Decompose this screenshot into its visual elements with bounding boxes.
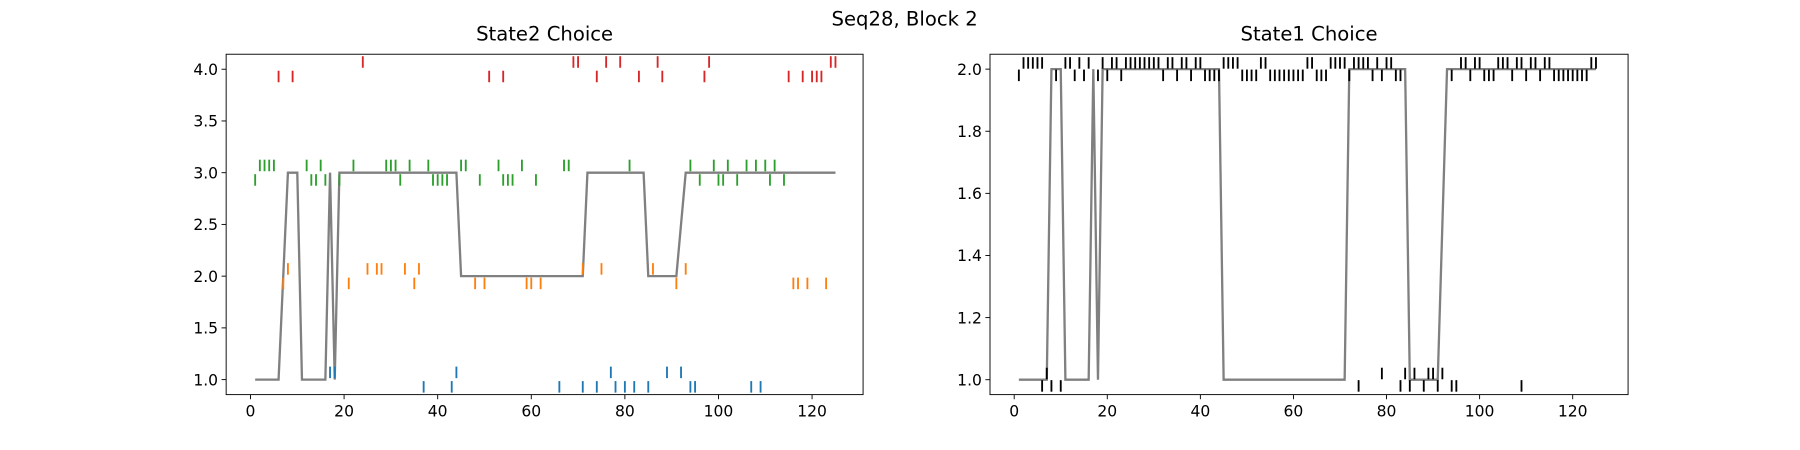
x-tick-label: 100	[704, 403, 734, 421]
y-tick-label: 3.0	[193, 164, 218, 182]
y-tick-label: 1.0	[193, 371, 218, 389]
x-tick-label: 120	[797, 403, 827, 421]
y-tick-label: 1.2	[957, 309, 982, 327]
axes-frame	[989, 53, 1629, 396]
y-tick-label: 2.0	[957, 61, 982, 79]
state-line	[1018, 67, 1596, 381]
y-tick-label: 2.0	[193, 268, 218, 286]
y-tick-label: 1.6	[957, 185, 982, 203]
state-line	[255, 171, 836, 381]
x-tick-label: 40	[1190, 403, 1210, 421]
x-tick-label: 120	[1558, 403, 1588, 421]
axes-frame	[225, 53, 864, 396]
x-tick-label: 0	[1009, 403, 1019, 421]
y-tick-label: 1.4	[957, 247, 982, 265]
x-tick-label: 0	[246, 403, 256, 421]
x-tick-label: 100	[1465, 403, 1495, 421]
x-tick-label: 60	[1284, 403, 1304, 421]
x-tick-label: 40	[428, 403, 448, 421]
chart-title: State2 Choice	[476, 22, 613, 45]
x-tick-label: 60	[521, 403, 541, 421]
x-tick-label: 20	[1097, 403, 1117, 421]
figure-title: Seq28, Block 2	[832, 7, 978, 30]
chart-title: State1 Choice	[1241, 22, 1378, 45]
x-tick-label: 80	[615, 403, 635, 421]
y-tick-label: 1.5	[193, 320, 218, 338]
x-tick-label: 20	[334, 403, 354, 421]
y-tick-label: 2.5	[193, 216, 218, 234]
x-tick-label: 80	[1377, 403, 1397, 421]
y-tick-label: 1.0	[957, 371, 982, 389]
y-tick-label: 1.8	[957, 123, 982, 141]
y-tick-label: 3.5	[193, 113, 218, 131]
y-tick-label: 4.0	[193, 61, 218, 79]
